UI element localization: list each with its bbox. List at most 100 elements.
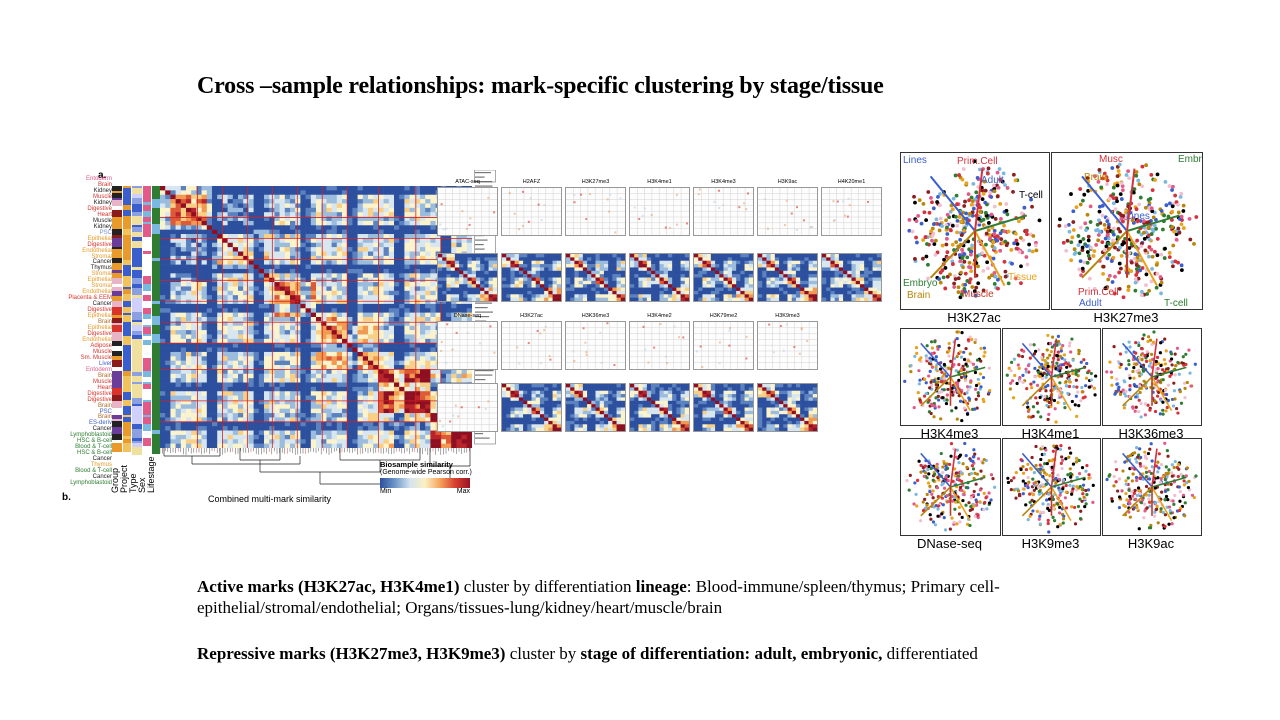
scatter-group-tag: Brain [1084,172,1108,183]
row-label: Epithelial [87,313,112,320]
scatter-panel [900,328,1001,426]
row-label: Blood & T-cell [75,468,112,475]
annotation-column-name: Lifestage [146,456,156,493]
active-marks-paragraph: Active marks (H3K27ac, H3K4me1) cluster … [197,576,1097,618]
row-label: Endothelial [82,247,112,254]
scatter-group-tag: Musc [1099,154,1123,165]
mark-heatmap [629,383,690,432]
row-label: Digestive [87,307,112,314]
row-label: Cancer [92,474,112,481]
row-label: Lymphoblastoid [70,432,112,439]
mark-heatmap: H3K9me3 [757,313,818,370]
scatter-label: H3K9ac [1127,536,1175,551]
mark-heatmap-label: H3K4me2 [647,313,672,319]
row-label: Kidney [93,223,112,230]
row-label: Epithelial [87,277,112,284]
scatter-group-tag: Tissue [1008,272,1038,283]
mark-heatmap-label: ATAC-seq [455,179,480,185]
mark-heatmap [757,383,818,432]
row-label: Lymphoblastoid [70,480,112,487]
scatter-group-tag: Brain [907,290,931,301]
row-labels: Entoderm Brain Kidney Muscle Kidney Digestive… [60,176,112,486]
mark-heatmap-grid: ATAC-seq H2AFZ H3K27me3 H3K4me1 H3K4me3 H3K9a… [437,175,885,445]
row-label: Brain [97,181,112,188]
repressive-marks-text-1: cluster by [505,644,581,663]
mark-heatmap [629,253,690,302]
mark-heatmap [565,383,626,432]
scatter-group-tag: Prim.Cell [957,156,998,167]
scatter-label: H3K4me3 [920,426,979,441]
mark-heatmap: H3K4me3 [693,179,754,236]
scatter-group-tag: Lines [903,155,927,166]
scatter-group-tag: T-cell [1164,298,1188,309]
scatter-panel [1002,438,1101,536]
mark-heatmap: H3K27me3 [565,179,626,236]
row-label: Brain [97,319,112,326]
mark-heatmap-label: H4K20me1 [837,179,866,185]
row-label: PSC [99,229,112,236]
row-label: Digestive [87,241,112,248]
legend-colorbar [380,478,470,488]
scatter-group-tag: Prim.Cell [1078,287,1119,298]
scatter-panel [900,152,1050,310]
mark-heatmap-label: H3K79me2 [709,313,738,319]
row-label: Kidney [93,199,112,206]
annotation-track [112,186,122,452]
row-label: Epithelial [87,235,112,242]
mark-heatmap: H3K79me2 [693,313,754,370]
row-label: Cancer [92,456,112,463]
row-label: Liver [98,360,112,367]
row-label: HSC & B-cell [76,450,112,457]
mark-heatmap [757,253,818,302]
annotation-track [152,186,160,454]
scatter-group-tag: Adult [981,175,1004,186]
similarity-legend: Biosample similarity (Genome-wide Pearso… [380,460,472,495]
mark-heatmap: H4K20me1 [821,179,882,236]
row-label: Endothelial [82,336,112,343]
mark-heatmap-label: DNase-seq [453,313,482,319]
row-label: Heart [97,384,112,391]
row-label: PSC [99,408,112,415]
panel-b-label: b. [62,492,71,503]
mark-heatmap [565,253,626,302]
row-label: Entoderm [85,366,112,373]
mark-heatmap: H3K9ac [757,179,818,236]
row-label: Digestive [87,390,112,397]
scatter-panel [1102,438,1202,536]
row-label: Heart [97,211,112,218]
row-label: HSC & B-cell [76,438,112,445]
row-label: Cancer [92,301,112,308]
scatter-label: H3K27me3 [1093,310,1159,325]
repressive-marks-lead: Repressive marks (H3K27me3, H3K9me3) [197,644,506,663]
stage-differentiation: stage of differentiation: adult, embryon… [580,644,883,663]
combined-heatmap-figure: a. b. Entoderm Brain Kidney Muscle Kidney Dig… [60,168,505,510]
row-label: Muscle [92,378,112,385]
active-marks-text-1: cluster by differentiation [459,577,636,596]
legend-min: Min [380,488,392,495]
mark-heatmap: H3K27ac [501,313,562,370]
row-label: Digestive [87,396,112,403]
scatter-group-tag: T-cell [1019,190,1043,201]
legend-subtitle: (Genome-wide Pearson corr.) [380,469,472,476]
scatter-group-tag: Lines [1126,211,1150,222]
row-label: Muscle [92,217,112,224]
row-label: Epithelial [87,325,112,332]
scatter-label: H3K4me1 [1021,426,1080,441]
row-label: Thymus [90,462,112,469]
mark-heatmap [437,253,498,302]
repressive-marks-paragraph: Repressive marks (H3K27me3, H3K9me3) clu… [197,643,1067,664]
mark-heatmap [693,253,754,302]
slide-title: Cross –sample relationships: mark-specif… [197,73,884,99]
mark-heatmap: H3K36me3 [565,313,626,370]
scatter-group-tag: Muscle [962,289,994,300]
mark-heatmap-label: H2AFZ [522,179,541,185]
row-label: Digestive [87,331,112,337]
active-marks-lead: Active marks (H3K27ac, H3K4me1) [197,577,460,596]
row-label: Sm. Muscle [80,354,112,361]
annotation-column-names: Group Project Type Sex Lifestage [110,448,160,493]
panel-a-label: a. [98,170,107,181]
row-label: Thymus [90,265,112,272]
row-label: Muscle [92,193,112,200]
mark-heatmap [437,383,498,432]
row-label: Kidney [93,187,112,194]
